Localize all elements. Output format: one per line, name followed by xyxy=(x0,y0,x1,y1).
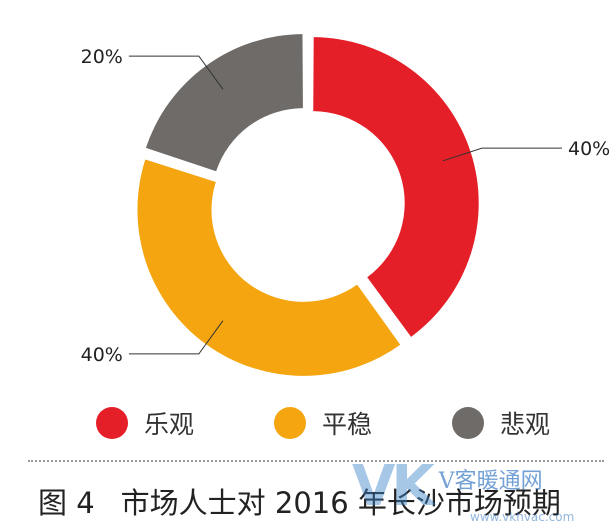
donut-slice-pessimistic xyxy=(145,34,303,172)
donut-slice-optimistic xyxy=(313,37,479,337)
data-label-optimistic: 40% xyxy=(568,138,610,160)
legend-swatch-optimistic xyxy=(96,407,128,439)
site-watermark: VK V客暖通网 xyxy=(352,457,543,527)
leader-line-optimistic xyxy=(442,147,562,162)
donut-slice-stable xyxy=(137,159,401,376)
figure-caption-text: 市场人士对 2016 年长沙市场预期 xyxy=(120,486,561,520)
legend-label-stable: 平稳 xyxy=(322,410,373,439)
data-label-pessimistic: 20% xyxy=(81,46,123,68)
data-label-stable: 40% xyxy=(81,344,123,366)
legend-label-pessimistic: 悲观 xyxy=(500,410,551,439)
chart-legend: 乐观 平稳 悲观 xyxy=(0,398,614,448)
watermark-text: V客暖通网 xyxy=(438,469,543,494)
legend-item-pessimistic: 悲观 xyxy=(452,398,550,448)
dotted-divider xyxy=(28,460,604,462)
legend-swatch-pessimistic xyxy=(452,407,484,439)
donut-chart: 40% 40% 20% xyxy=(81,34,610,376)
figure-number: 图 4 xyxy=(38,486,95,520)
legend-swatch-stable xyxy=(274,407,306,439)
leader-line-stable xyxy=(128,320,224,355)
leader-line-pessimistic xyxy=(128,55,224,90)
legend-item-stable: 平稳 xyxy=(274,398,372,448)
watermark-url: www.vkhvac.com xyxy=(470,510,575,524)
figure-caption: 图 4 市场人士对 2016 年长沙市场预期 xyxy=(38,480,561,522)
legend-item-optimistic: 乐观 xyxy=(96,398,194,448)
legend-label-optimistic: 乐观 xyxy=(144,410,195,439)
watermark-logo: VK xyxy=(352,454,435,519)
